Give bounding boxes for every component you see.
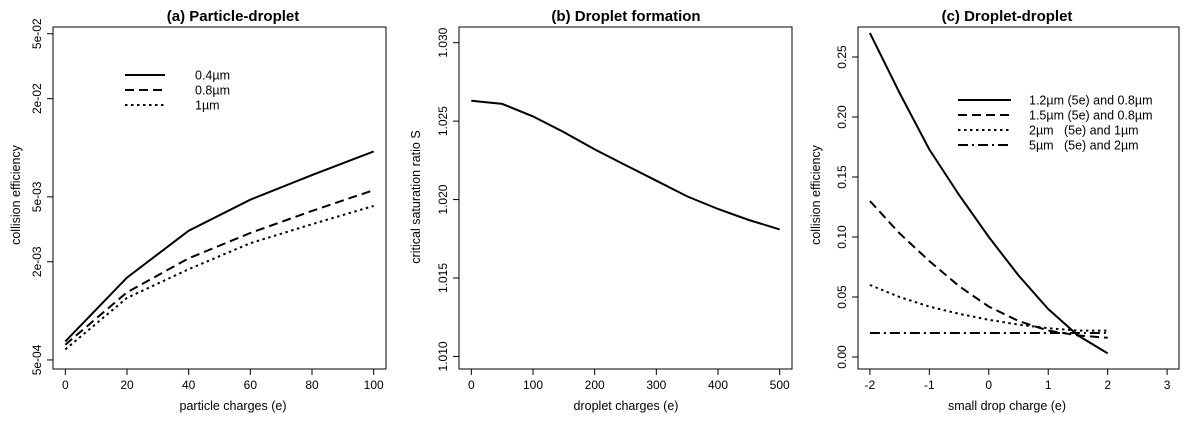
legend-label-2: 0.8µm xyxy=(195,84,230,98)
y-tick-label: 5e-03 xyxy=(30,181,44,212)
x-tick-label: -1 xyxy=(924,378,935,392)
y-tick-label: 2e-02 xyxy=(30,83,44,114)
y-axis-label: collision efficiency xyxy=(9,144,23,245)
x-tick-label: 100 xyxy=(364,378,384,392)
y-tick-label: 2e-03 xyxy=(30,246,44,277)
x-tick-label: 400 xyxy=(708,378,728,392)
panel-title: (b) Droplet formation xyxy=(551,8,700,25)
y-tick-label: 1.015 xyxy=(436,263,450,293)
y-axis-label: critical saturation ratio S xyxy=(409,130,423,263)
x-tick-label: 200 xyxy=(585,378,605,392)
x-tick-label: 300 xyxy=(646,378,666,392)
panel-title: (a) Particle-droplet xyxy=(167,8,300,25)
y-tick-label: 0.20 xyxy=(835,105,849,129)
legend-label-3: 2µm (5e) and 1µm xyxy=(1029,124,1139,138)
series-line-2 xyxy=(869,200,1108,339)
series-line-1 xyxy=(471,99,780,231)
x-axis-label: droplet charges (e) xyxy=(574,399,679,413)
x-tick-label: 40 xyxy=(182,378,196,392)
x-tick-label: 2 xyxy=(1104,378,1111,392)
series-line-2 xyxy=(64,189,375,346)
x-tick-label: 0 xyxy=(62,378,69,392)
y-ticks: 0.00 0.05 0.10 0.15 0.20 0.25 xyxy=(835,45,858,369)
y-tick-label: 5e-04 xyxy=(30,344,44,375)
y-tick-label: 5e-02 xyxy=(30,18,44,49)
x-ticks: 0 100 200 300 400 500 xyxy=(468,369,790,392)
x-tick-label: 100 xyxy=(523,378,543,392)
plot-frame xyxy=(857,26,1180,370)
panel-droplet-formation: (b) Droplet formation droplet charges (e… xyxy=(409,8,793,413)
legend-label-2: 1.5µm (5e) and 0.8µm xyxy=(1029,109,1153,123)
x-tick-label: 20 xyxy=(120,378,134,392)
series-line-1 xyxy=(869,32,1109,355)
x-tick-label: 500 xyxy=(770,378,790,392)
x-tick-label: 60 xyxy=(244,378,258,392)
x-tick-label: 0 xyxy=(468,378,475,392)
panel-particle-droplet: (a) Particle-droplet particle charges (e… xyxy=(9,8,387,413)
plot-frame xyxy=(458,26,793,370)
legend-label-1: 0.4µm xyxy=(195,69,230,83)
x-axis-label: small drop charge (e) xyxy=(948,399,1066,413)
series-lines xyxy=(869,32,1109,355)
y-tick-label: 0.00 xyxy=(835,345,849,369)
legend-label-3: 1µm xyxy=(195,99,220,113)
series-line-3 xyxy=(64,204,374,351)
series-line-1 xyxy=(64,150,375,343)
x-ticks: -2 -1 0 1 2 3 xyxy=(865,369,1171,392)
y-tick-label: 0.25 xyxy=(835,45,849,69)
y-tick-label: 0.15 xyxy=(835,165,849,189)
x-axis-label: particle charges (e) xyxy=(180,399,287,413)
series-lines xyxy=(64,150,375,351)
panel-droplet-droplet: (c) Droplet-droplet small drop charge (e… xyxy=(809,8,1180,413)
series-line-3 xyxy=(869,284,1108,332)
legend-label-4: 5µm (5e) and 2µm xyxy=(1029,139,1139,153)
y-axis-label: collision efficiency xyxy=(809,144,823,245)
y-tick-label: 1.010 xyxy=(436,341,450,371)
y-tick-label: 0.05 xyxy=(835,285,849,309)
x-tick-label: -2 xyxy=(865,378,876,392)
x-tick-label: 1 xyxy=(1045,378,1052,392)
x-tick-label: 3 xyxy=(1164,378,1171,392)
legend-label-1: 1.2µm (5e) and 0.8µm xyxy=(1029,94,1153,108)
x-ticks: 0 20 40 60 80 100 xyxy=(62,369,384,392)
y-ticks: 1.010 1.015 1.020 1.025 1.030 xyxy=(436,27,459,371)
y-tick-label: 0.10 xyxy=(835,225,849,249)
y-tick-label: 1.020 xyxy=(436,184,450,214)
plot-frame xyxy=(52,26,387,370)
x-tick-label: 80 xyxy=(305,378,319,392)
y-tick-label: 1.025 xyxy=(436,106,450,136)
series-lines xyxy=(471,99,780,231)
y-tick-label: 1.030 xyxy=(436,27,450,57)
x-tick-label: 0 xyxy=(985,378,992,392)
y-ticks: 5e-04 2e-03 5e-03 2e-02 5e-02 xyxy=(30,18,53,375)
panel-title: (c) Droplet-droplet xyxy=(942,8,1073,25)
